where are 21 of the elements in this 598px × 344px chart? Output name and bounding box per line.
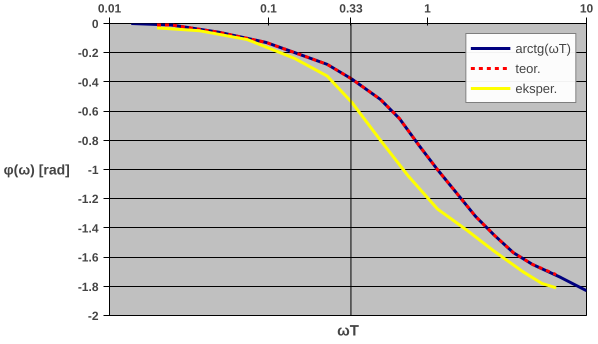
y-tick-label: -0.2 xyxy=(78,46,99,60)
y-tick-label: -1.4 xyxy=(78,221,99,236)
y-tick-label: -1.2 xyxy=(78,192,99,206)
y-tick-label: -0.6 xyxy=(78,104,99,119)
x-tick-label: 0.01 xyxy=(98,2,122,16)
legend-label: eksper. xyxy=(515,80,558,96)
y-tick-label: -2 xyxy=(88,309,99,323)
y-tick-label: -1.8 xyxy=(78,280,99,294)
y-tick-label: 0 xyxy=(92,17,99,31)
y-tick-label: -1 xyxy=(88,163,99,177)
y-axis-title: φ(ω) [rad] xyxy=(4,162,70,178)
y-tick-label: -1.6 xyxy=(78,250,99,265)
x-axis-title: ωT xyxy=(337,322,359,340)
x-tick-label: 0.1 xyxy=(260,2,278,16)
x-tick-label: 1 xyxy=(424,2,432,16)
y-tick-label: -0.4 xyxy=(78,75,99,90)
x-tick-label: 10 xyxy=(580,2,594,16)
legend-label: teor. xyxy=(515,60,541,76)
x-tick-label: 0.33 xyxy=(339,2,363,16)
legend-label: arctg(ωT) xyxy=(515,40,571,56)
y-tick-label: -0.8 xyxy=(78,134,99,148)
